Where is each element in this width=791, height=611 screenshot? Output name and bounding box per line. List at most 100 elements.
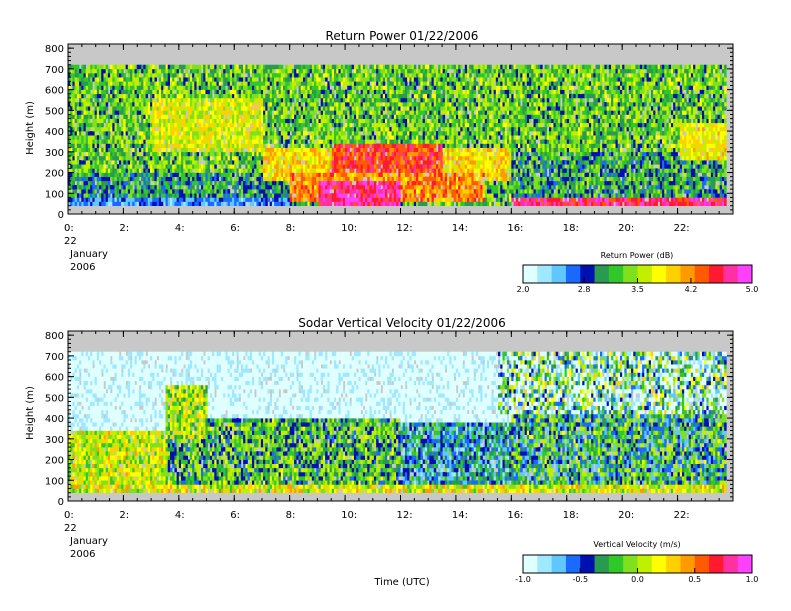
heatmap-cell	[99, 176, 102, 182]
heatmap-cell	[189, 151, 193, 157]
heatmap-cell	[125, 147, 129, 153]
heatmap-cell	[163, 168, 166, 173]
heatmap-cell	[125, 89, 129, 95]
heatmap-cell	[342, 176, 346, 182]
heatmap-cell	[169, 73, 173, 78]
heatmap-cell	[327, 68, 330, 74]
heatmap-cell	[141, 93, 144, 99]
heatmap-cell	[291, 139, 295, 144]
heatmap-cell	[384, 155, 388, 161]
heatmap-cell	[181, 201, 184, 207]
heatmap-cell	[296, 189, 299, 194]
heatmap-cell	[156, 89, 160, 95]
heatmap-cell	[360, 122, 364, 128]
heatmap-cell	[322, 126, 326, 132]
heatmap-cell	[212, 73, 215, 78]
heatmap-cell	[163, 97, 166, 103]
heatmap-cell	[327, 180, 330, 186]
heatmap-cell	[209, 147, 213, 153]
heatmap-cell	[283, 139, 286, 144]
heatmap-cell	[371, 147, 375, 153]
heatmap-cell	[396, 77, 399, 82]
heatmap-cell	[336, 176, 339, 182]
heatmap-cell	[300, 172, 304, 177]
heatmap-cell	[296, 160, 299, 165]
heatmap-cell	[169, 135, 173, 140]
heatmap-cell	[247, 184, 251, 190]
heatmap-cell	[158, 64, 162, 70]
heatmap-cell	[172, 131, 175, 136]
heatmap-cell	[123, 106, 126, 111]
heatmap-cell	[154, 135, 157, 140]
heatmap-cell	[347, 93, 350, 99]
heatmap-cell	[316, 155, 319, 161]
heatmap-cell	[196, 97, 200, 103]
heatmap-cell	[260, 64, 264, 70]
heatmap-cell	[269, 97, 273, 103]
heatmap-cell	[411, 135, 415, 140]
heatmap-cell	[240, 143, 244, 148]
heatmap-cell	[132, 176, 135, 182]
heatmap-cell	[121, 160, 124, 165]
heatmap-cell	[356, 122, 359, 128]
heatmap-cell	[307, 73, 310, 78]
heatmap-cell	[223, 102, 226, 107]
heatmap-cell	[327, 102, 330, 107]
heatmap-cell	[283, 102, 286, 107]
heatmap-cell	[322, 139, 326, 144]
heatmap-cell	[172, 97, 175, 103]
heatmap-cell	[338, 164, 341, 169]
heatmap-cell	[289, 155, 293, 161]
heatmap-cell	[256, 93, 259, 99]
heatmap-cell	[85, 118, 89, 124]
heatmap-cell	[302, 114, 306, 119]
heatmap-cell	[143, 77, 146, 82]
heatmap-cell	[285, 201, 288, 207]
heatmap-cell	[247, 106, 251, 111]
heatmap-cell	[267, 81, 271, 86]
heatmap-cell	[194, 118, 197, 124]
heatmap-cell	[285, 68, 288, 74]
heatmap-cell	[68, 81, 71, 86]
heatmap-cell	[311, 168, 315, 173]
heatmap-cell	[209, 110, 213, 115]
heatmap-cell	[118, 64, 122, 70]
heatmap-cell	[271, 68, 275, 74]
heatmap-cell	[309, 93, 313, 99]
heatmap-cell	[302, 93, 306, 99]
heatmap-cell	[174, 197, 177, 202]
heatmap-cell	[218, 93, 222, 99]
heatmap-cell	[389, 85, 392, 90]
heatmap-cell	[278, 168, 282, 173]
heatmap-cell	[334, 97, 337, 103]
heatmap-cell	[411, 68, 415, 74]
heatmap-cell	[87, 193, 91, 198]
heatmap-cell	[205, 160, 208, 165]
heatmap-cell	[81, 139, 84, 144]
heatmap-cell	[373, 176, 377, 182]
heatmap-cell	[402, 77, 406, 82]
heatmap-cell	[391, 122, 395, 128]
heatmap-cell	[121, 77, 124, 82]
heatmap-cell	[391, 68, 395, 74]
heatmap-cell	[92, 110, 95, 115]
heatmap-cell	[393, 102, 397, 107]
heatmap-cell	[143, 189, 146, 194]
heatmap-cell	[396, 135, 399, 140]
heatmap-cell	[369, 126, 372, 132]
heatmap-cell	[285, 164, 288, 169]
heatmap-cell	[163, 160, 166, 165]
heatmap-cell	[391, 201, 395, 207]
heatmap-cell	[320, 201, 324, 207]
heatmap-cell	[198, 81, 202, 86]
heatmap-cell	[247, 102, 251, 107]
heatmap-cell	[212, 131, 215, 136]
heatmap-cell	[150, 164, 153, 169]
heatmap-cell	[320, 93, 324, 99]
heatmap-cell	[216, 81, 220, 86]
heatmap-cell	[409, 189, 412, 194]
heatmap-cell	[172, 64, 175, 70]
heatmap-cell	[143, 122, 146, 128]
heatmap-cell	[349, 168, 353, 173]
heatmap-cell	[72, 126, 75, 132]
